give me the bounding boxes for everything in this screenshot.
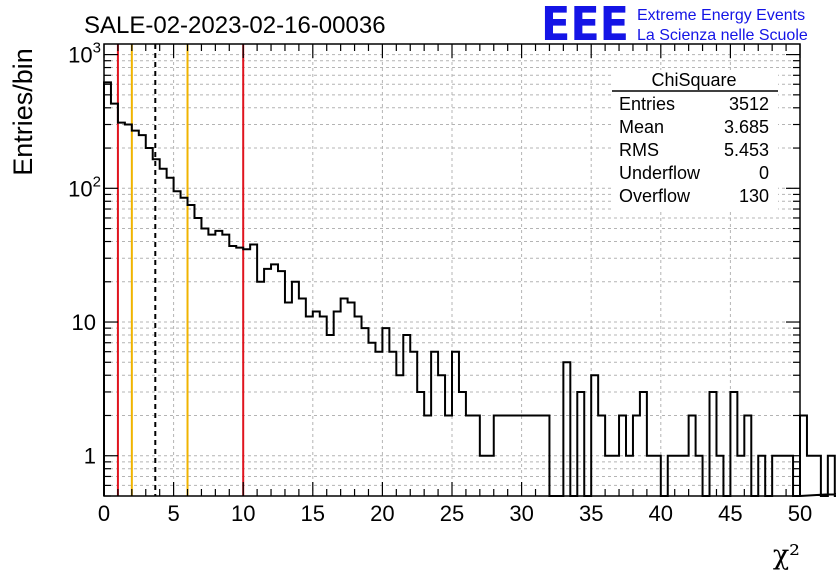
y-tick-label: 103 <box>68 40 101 68</box>
stats-box: ChiSquare Entries 3512 Mean 3.685 RMS 5.453 Un… <box>612 70 778 212</box>
stats-label: RMS <box>619 140 659 160</box>
stats-label: Overflow <box>619 186 691 206</box>
x-tick-label: 5 <box>167 501 179 526</box>
axes: 0 5 10 15 20 25 30 35 40 45 50 1 10 102 103 <box>68 40 812 526</box>
x-tick-label: 20 <box>370 501 394 526</box>
stats-box-title: ChiSquare <box>651 70 736 90</box>
x-axis-label: χ² <box>773 540 800 571</box>
x-tick-label: 15 <box>301 501 325 526</box>
stats-label: Underflow <box>619 163 701 183</box>
y-tick-label: 10 <box>72 310 96 335</box>
y-tick-label: 1 <box>84 444 96 469</box>
x-tick-label: 50 <box>788 501 812 526</box>
chart-title: SALE-02-2023-02-16-00036 <box>84 12 386 39</box>
x-tick-label: 25 <box>440 501 464 526</box>
x-tick-label: 10 <box>231 501 255 526</box>
y-axis-label: Entries/bin <box>8 48 38 176</box>
grid-lines <box>104 44 800 496</box>
histogram-outline <box>103 81 836 497</box>
x-tick-label: 30 <box>509 501 533 526</box>
x-tick-label: 35 <box>579 501 603 526</box>
stats-value: 3.685 <box>724 117 769 137</box>
eee-logo: EEE Extreme Energy Events La Scienza nel… <box>541 0 808 51</box>
y-tick-label: 102 <box>68 173 101 201</box>
x-tick-label: 45 <box>718 501 742 526</box>
stats-value: 5.453 <box>724 140 769 160</box>
stats-value: 3512 <box>729 94 769 114</box>
x-tick-label: 0 <box>98 501 110 526</box>
stats-value: 0 <box>759 163 769 183</box>
stats-label: Entries <box>619 94 675 114</box>
eee-logo-line1: Extreme Energy Events <box>637 7 805 24</box>
stats-label: Mean <box>619 117 664 137</box>
eee-logo-line2: La Scienza nelle Scuole <box>637 27 808 44</box>
stats-value: 130 <box>739 186 769 206</box>
eee-logo-mark: EEE <box>541 0 629 51</box>
x-tick-label: 40 <box>649 501 673 526</box>
